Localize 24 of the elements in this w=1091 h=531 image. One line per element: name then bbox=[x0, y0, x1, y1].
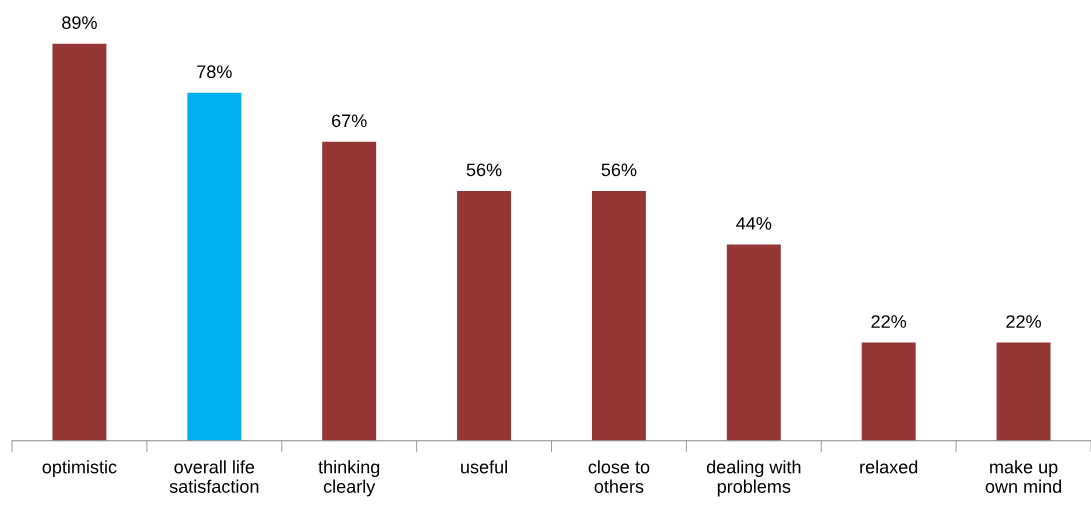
bar bbox=[996, 342, 1051, 441]
x-tick-label: relaxed bbox=[860, 460, 918, 474]
bar bbox=[591, 190, 646, 441]
data-label: 22% bbox=[1006, 315, 1041, 328]
data-label: 78% bbox=[197, 65, 232, 79]
bar bbox=[187, 92, 242, 441]
bar bbox=[457, 190, 512, 441]
x-tick-label: dealing with problems bbox=[706, 460, 801, 497]
x-tick-label: thinking clearly bbox=[318, 460, 380, 497]
data-label: 56% bbox=[601, 163, 637, 177]
x-tick-label: optimistic bbox=[42, 460, 117, 478]
bar bbox=[726, 244, 781, 441]
bar bbox=[52, 43, 107, 441]
data-label: 44% bbox=[736, 217, 772, 230]
x-tick-label: useful bbox=[461, 460, 507, 474]
x-tick-label: close to others bbox=[588, 460, 650, 493]
data-label: 22% bbox=[871, 315, 907, 328]
x-tick-label: overall life satisfaction bbox=[169, 460, 259, 493]
x-tick-label: make up own mind bbox=[985, 460, 1062, 493]
bar bbox=[322, 141, 377, 441]
data-label: 67% bbox=[332, 114, 367, 128]
data-label: 56% bbox=[466, 163, 502, 177]
data-label: 89% bbox=[62, 16, 97, 30]
bar bbox=[861, 342, 916, 441]
